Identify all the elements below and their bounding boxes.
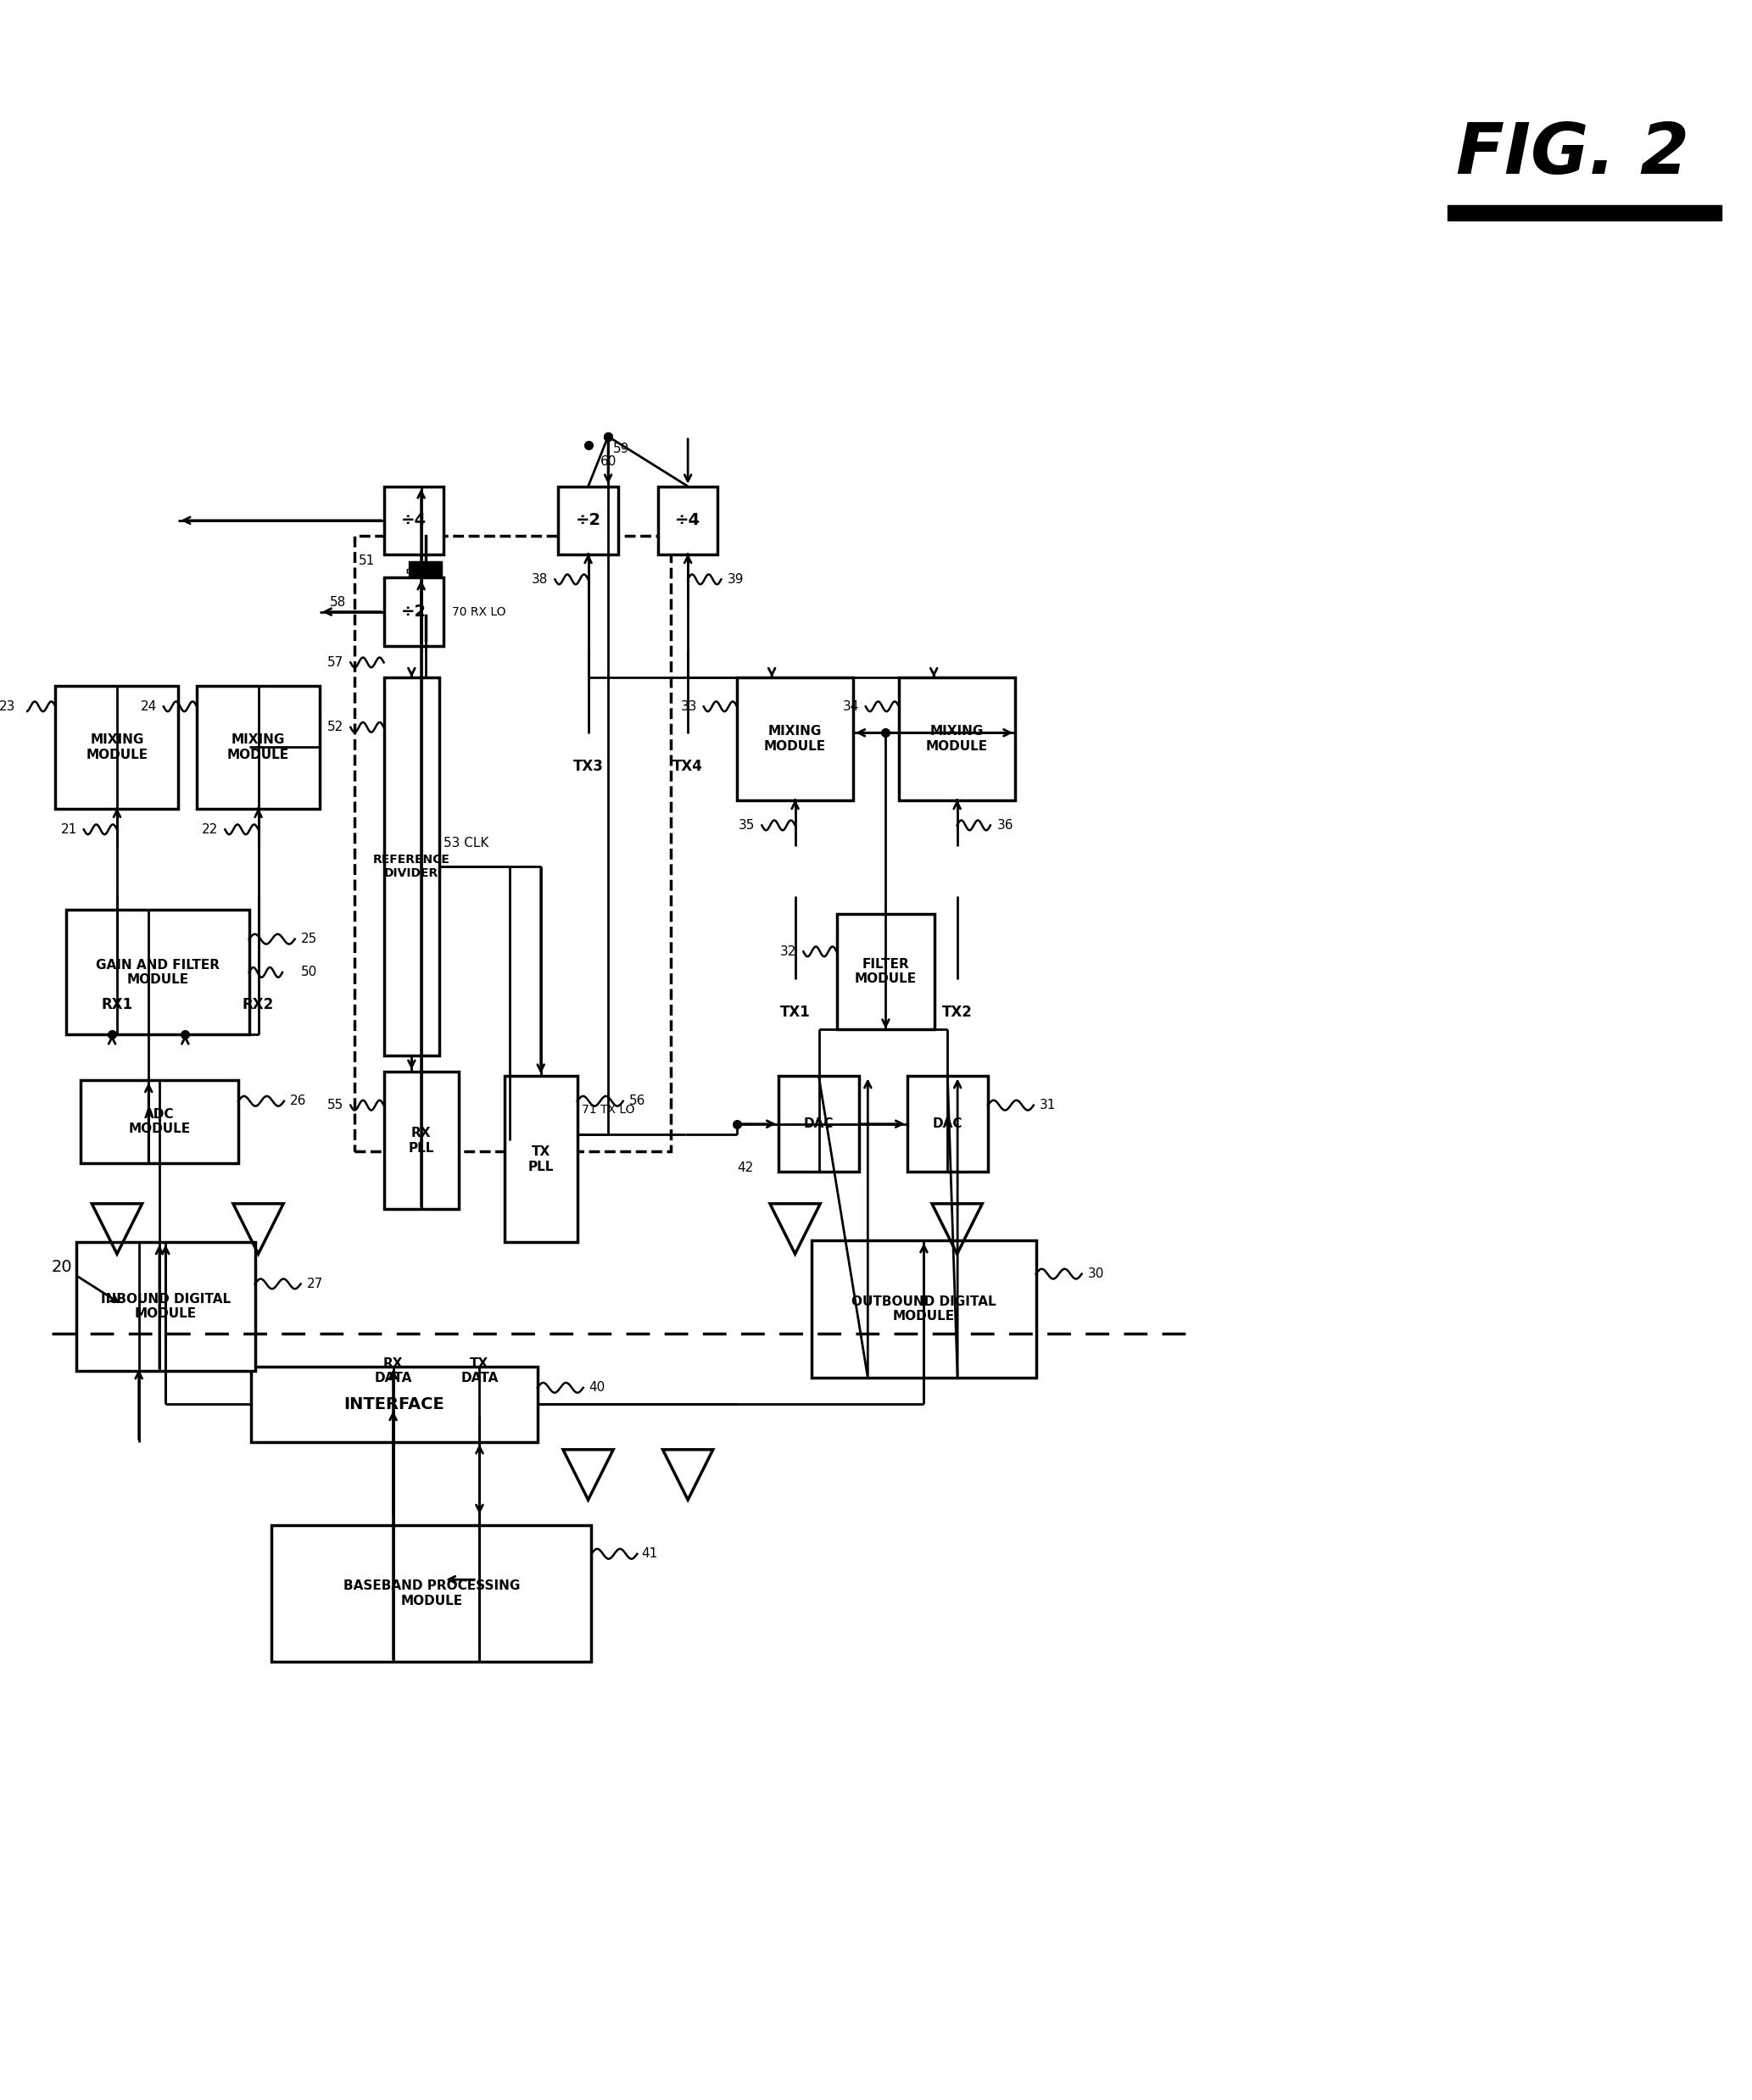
Bar [899,678,1016,800]
Text: 23: 23 [0,699,16,712]
Bar [384,678,440,1056]
Bar [908,1075,988,1172]
Text: INTERFACE: INTERFACE [343,1396,445,1413]
Text: TX3: TX3 [573,758,603,775]
Bar [354,536,671,1151]
Text: 40: 40 [589,1382,606,1394]
Text: 71 TX LO: 71 TX LO [582,1102,634,1115]
Text: ÷2: ÷2 [401,603,426,619]
Text: 42: 42 [738,1161,753,1174]
Bar [272,1525,592,1661]
Text: 39: 39 [727,573,745,586]
Text: 35: 35 [739,819,755,832]
Text: RX2: RX2 [242,998,273,1012]
Text: 56: 56 [629,1094,645,1107]
Text: ADC
MODULE: ADC MODULE [128,1109,191,1136]
Bar [196,687,321,808]
Text: REFERENCE
DIVIDER: REFERENCE DIVIDER [373,853,450,880]
Text: 20: 20 [51,1260,72,1275]
Text: DAC: DAC [932,1117,962,1130]
Text: MIXING
MODULE: MIXING MODULE [228,733,289,760]
Text: TX2: TX2 [943,1006,972,1021]
Text: 58: 58 [329,596,347,609]
Text: TX4: TX4 [673,758,703,775]
Text: INBOUND DIGITAL
MODULE: INBOUND DIGITAL MODULE [100,1294,231,1321]
Text: ÷4: ÷4 [675,512,701,529]
Text: MIXING
MODULE: MIXING MODULE [86,733,147,760]
Bar [837,913,934,1029]
Text: ÷2: ÷2 [575,512,601,529]
Text: 38: 38 [533,573,548,586]
Bar [384,578,443,647]
Text: GAIN AND FILTER
MODULE: GAIN AND FILTER MODULE [96,958,219,987]
Text: 33: 33 [680,699,697,712]
Bar [738,678,853,800]
Bar [251,1367,538,1443]
Text: RX
DATA: RX DATA [375,1357,412,1384]
Bar [505,1075,578,1243]
Text: ÷4: ÷4 [401,512,426,529]
Text: 36: 36 [997,819,1014,832]
Text: 70 RX LO: 70 RX LO [452,605,506,617]
Text: 32: 32 [780,945,797,958]
Text: OUTBOUND DIGITAL
MODULE: OUTBOUND DIGITAL MODULE [851,1296,997,1323]
Text: TX
DATA: TX DATA [461,1357,498,1384]
Text: DAC: DAC [804,1117,834,1130]
Text: 34: 34 [843,699,858,712]
Text: BASEBAND PROCESSING
MODULE: BASEBAND PROCESSING MODULE [343,1579,520,1606]
Text: RX
PLL: RX PLL [408,1128,434,1155]
Text: 59: 59 [405,569,422,582]
Text: FILTER
MODULE: FILTER MODULE [855,958,916,985]
Bar [559,487,618,554]
Text: 52: 52 [328,720,343,733]
Text: 55: 55 [328,1098,343,1111]
Text: 57: 57 [328,655,343,668]
Bar [778,1075,858,1172]
Bar [408,561,442,578]
Text: 27: 27 [307,1277,322,1289]
Text: MIXING
MODULE: MIXING MODULE [764,724,827,752]
Text: 21: 21 [61,823,77,836]
Bar [384,1071,459,1210]
Text: 31: 31 [1039,1098,1056,1111]
Bar [408,582,442,598]
Text: FIG. 2: FIG. 2 [1456,120,1689,189]
Text: RX1: RX1 [102,998,133,1012]
Text: 24: 24 [140,699,158,712]
Text: 51: 51 [359,554,375,567]
Bar [67,909,249,1035]
Text: 41: 41 [641,1548,657,1560]
Text: 59: 59 [613,443,629,456]
Text: TX
PLL: TX PLL [527,1144,554,1174]
Text: 30: 30 [1088,1268,1104,1281]
Bar [384,487,443,554]
Bar [659,487,718,554]
Text: 50: 50 [301,966,317,979]
Bar [1447,206,1722,220]
Text: 22: 22 [201,823,219,836]
Text: 26: 26 [289,1094,307,1107]
Text: 60: 60 [599,456,617,468]
Text: 25: 25 [301,932,317,945]
Bar [77,1243,256,1371]
Bar [81,1079,238,1163]
Bar [56,687,179,808]
Bar [811,1241,1035,1378]
Text: 53 CLK: 53 CLK [443,836,489,850]
Text: MIXING
MODULE: MIXING MODULE [927,724,988,752]
Text: TX1: TX1 [780,1006,809,1021]
